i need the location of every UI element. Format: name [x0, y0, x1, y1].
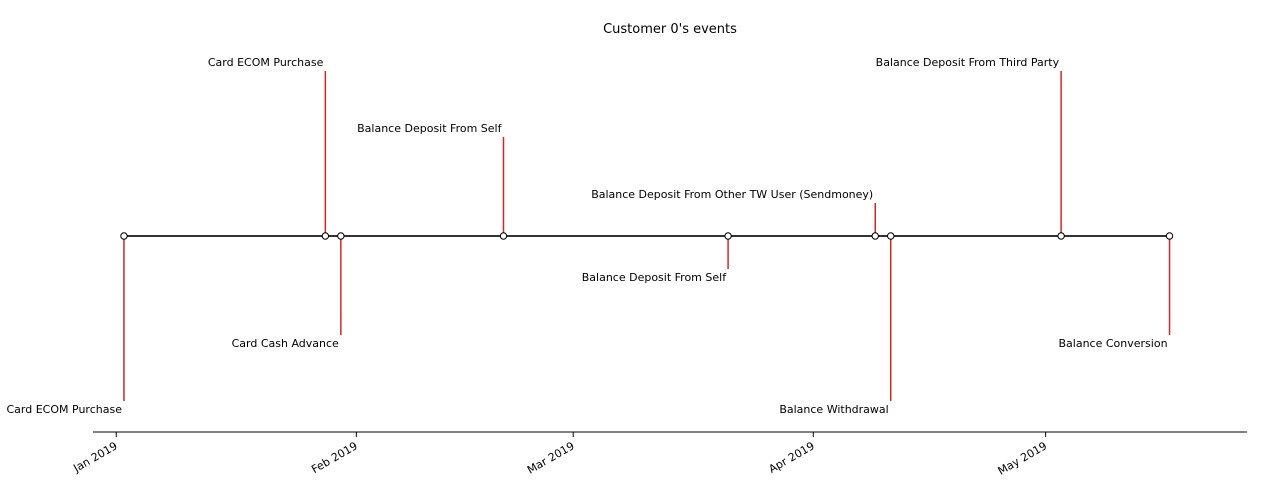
event-label: Balance Deposit From Other TW User (Send… — [591, 188, 873, 201]
x-tick-label: May 2019 — [996, 439, 1049, 477]
event-label: Card ECOM Purchase — [7, 403, 123, 416]
event-label: Balance Withdrawal — [779, 403, 888, 416]
x-tick-label: Apr 2019 — [767, 439, 817, 476]
event-marker — [871, 232, 879, 240]
chart-title: Customer 0's events — [603, 22, 737, 37]
event-marker — [724, 232, 732, 240]
event-label: Balance Deposit From Self — [357, 122, 502, 135]
event-labels: Card ECOM Purchase Card ECOM Purchase Card… — [7, 56, 1168, 416]
event-label: Balance Conversion — [1059, 337, 1168, 350]
event-marker — [1057, 232, 1065, 240]
x-tick-label: Jan 2019 — [70, 439, 119, 475]
event-label: Balance Deposit From Self — [582, 271, 727, 284]
event-marker — [337, 232, 345, 240]
event-marker — [499, 232, 508, 240]
x-tick-label: Mar 2019 — [525, 439, 577, 476]
event-label: Balance Deposit From Third Party — [876, 56, 1060, 69]
x-tick-label: Feb 2019 — [309, 439, 360, 476]
event-stems — [123, 71, 1171, 401]
event-label: Card ECOM Purchase — [208, 56, 324, 69]
event-marker — [120, 232, 128, 240]
event-marker — [887, 232, 895, 240]
event-marker — [321, 232, 330, 240]
event-markers — [120, 232, 1174, 240]
x-axis-ticks: Jan 2019 Feb 2019 Mar 2019 Apr 2019 May 2019 — [70, 432, 1049, 478]
event-label: Card Cash Advance — [232, 337, 339, 350]
event-marker — [1165, 232, 1174, 240]
